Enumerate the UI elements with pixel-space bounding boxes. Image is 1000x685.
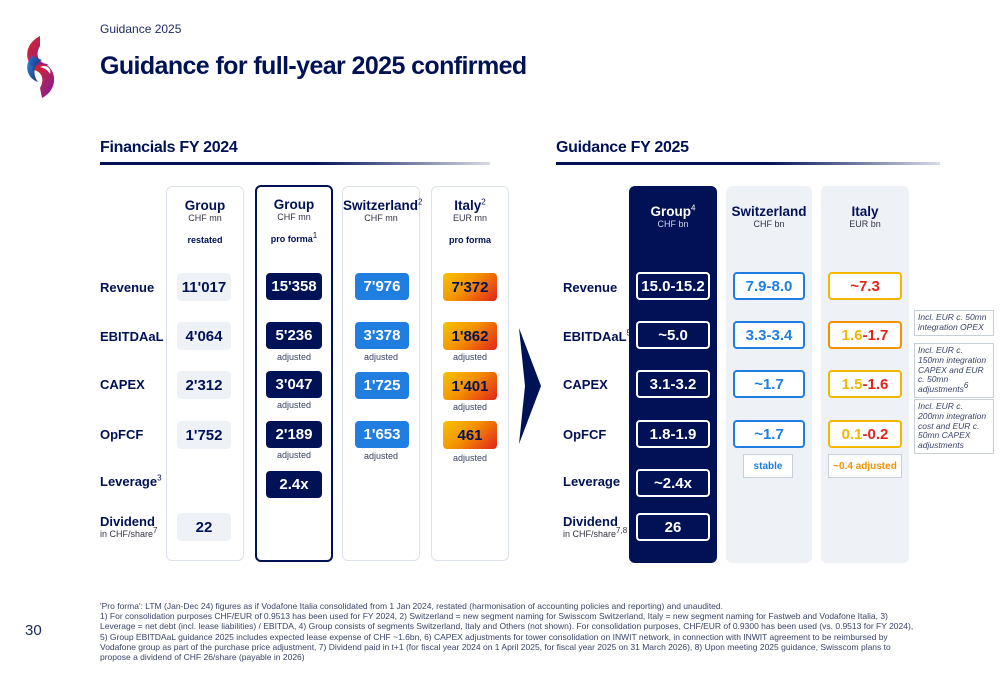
column-italy-2024: Italy2 EUR mn pro forma 7'372 1'862 adju… — [431, 186, 509, 561]
note-adjusted: adjusted — [452, 402, 488, 412]
column-switzerland-guidance: Switzerland CHF bn 7.9-8.0 3.3-3.4 ~1.7 … — [726, 186, 812, 563]
column-italy-guidance: Italy EUR bn ~7.3 1.6-1.7 1.5-1.6 0.1-0.… — [821, 186, 909, 563]
footnote-proforma: 'Pro forma': LTM (Jan-Dec 24) figures as… — [100, 601, 723, 611]
column-switzerland-2024: Switzerland2 CHF mn 7'976 3'378 adjusted… — [342, 186, 423, 561]
value-revenue: 7'976 — [355, 273, 409, 300]
value-opfcf: 461 — [443, 421, 497, 449]
value-revenue: 15.0-15.2 — [636, 272, 710, 300]
column-group-proforma: Group CHF mn pro forma1 15'358 5'236 adj… — [255, 185, 333, 562]
value-opfcf: 0.1-0.2 — [828, 420, 902, 448]
section-title-financials: Financials FY 2024 — [100, 139, 238, 156]
value-capex: ~1.7 — [733, 370, 805, 398]
value-capex: 1'401 — [443, 372, 497, 400]
callout-opfcf: Incl. EUR c. 200mn integration cost and … — [914, 399, 994, 454]
column-name: Italy2 — [454, 197, 486, 213]
column-unit: CHF mn — [277, 212, 311, 222]
value-ebitdaal: 1.6-1.7 — [828, 321, 902, 349]
column-unit: CHF bn — [753, 219, 785, 229]
value-dividend: 26 — [636, 513, 710, 541]
value-opfcf: 2'189 — [266, 421, 322, 448]
value-leverage: ~2.4x — [636, 469, 710, 497]
swisscom-logo-icon — [20, 34, 60, 100]
row-label-opfcf: OpFCF — [100, 427, 144, 442]
value-opfcf: ~1.7 — [733, 420, 805, 448]
value-ebitdaal: 5'236 — [266, 322, 322, 349]
note-adjusted: adjusted — [363, 352, 399, 362]
column-unit: EUR mn — [452, 213, 487, 223]
column-group-guidance: Group4 CHF bn 15.0-15.2 ~5.0 3.1-3.2 1.8… — [629, 186, 717, 563]
value-capex: 2'312 — [177, 371, 231, 399]
footnote-numbered: 1) For consolidation purposes CHF/EUR of… — [100, 611, 914, 662]
column-group-restated: Group CHF mn restated 11'017 4'064 2'312… — [166, 186, 244, 561]
row-label-revenue: Revenue — [100, 280, 155, 295]
column-tag: restated — [187, 235, 223, 245]
note-adjusted: adjusted — [276, 400, 312, 410]
section-underline — [556, 162, 940, 165]
value-opfcf: 1.8-1.9 — [636, 420, 710, 448]
column-unit: CHF mn — [364, 213, 398, 223]
arrow-right-icon — [519, 328, 541, 444]
callout-capex: Incl. EUR c. 150mn integration CAPEX and… — [914, 343, 994, 398]
value-capex: 3.1-3.2 — [636, 370, 710, 398]
value-dividend: 22 — [177, 513, 231, 541]
row-label-leverage: Leverage3 — [100, 473, 162, 489]
tag-adjusted: ~0.4 adjusted — [828, 454, 902, 478]
row-label-opfcf: OpFCF — [563, 427, 607, 442]
value-ebitdaal: 3.3-3.4 — [733, 321, 805, 349]
section-underline — [100, 162, 490, 165]
section-title-guidance: Guidance FY 2025 — [556, 139, 689, 156]
note-adjusted: adjusted — [452, 352, 488, 362]
note-adjusted: adjusted — [276, 352, 312, 362]
value-revenue: 15'358 — [266, 273, 322, 300]
page-number: 30 — [25, 622, 42, 639]
column-name: Group — [184, 198, 226, 213]
value-ebitdaal: 1'862 — [443, 322, 497, 350]
row-label-leverage: Leverage — [563, 474, 621, 489]
column-tag: pro forma1 — [270, 231, 318, 245]
value-ebitdaal: ~5.0 — [636, 321, 710, 349]
value-ebitdaal: 3'378 — [355, 322, 409, 349]
value-capex: 3'047 — [266, 371, 322, 398]
row-label-ebitdaal: EBITDAaL — [100, 329, 164, 344]
column-unit: CHF bn — [657, 219, 689, 229]
value-revenue: 11'017 — [177, 273, 231, 301]
note-adjusted: adjusted — [276, 450, 312, 460]
note-adjusted: adjusted — [363, 451, 399, 461]
footnotes: 'Pro forma': LTM (Jan-Dec 24) figures as… — [100, 601, 920, 662]
column-name: Switzerland — [731, 204, 807, 219]
column-unit: EUR bn — [849, 219, 881, 229]
note-adjusted: adjusted — [452, 453, 488, 463]
row-label-ebitdaal: EBITDAaL5 — [563, 329, 631, 344]
value-ebitdaal: 4'064 — [177, 322, 231, 350]
value-opfcf: 1'752 — [177, 421, 231, 449]
row-label-dividend: Dividend in CHF/share7,8 — [563, 514, 628, 539]
column-name: Group4 — [650, 203, 696, 219]
value-revenue: ~7.3 — [828, 272, 902, 300]
value-capex: 1'725 — [355, 372, 409, 399]
column-name: Group — [273, 197, 315, 212]
column-tag: pro forma — [448, 235, 491, 245]
value-opfcf: 1'653 — [355, 421, 409, 448]
row-label-capex: CAPEX — [100, 377, 145, 392]
tag-stable: stable — [743, 454, 793, 478]
value-revenue: 7'372 — [443, 273, 497, 301]
value-leverage: 2.4x — [266, 471, 322, 498]
column-name: Italy — [851, 204, 879, 219]
row-label-revenue: Revenue — [563, 280, 618, 295]
value-revenue: 7.9-8.0 — [733, 272, 805, 300]
column-name: Switzerland2 — [343, 197, 423, 213]
page-title: Guidance for full-year 2025 confirmed — [100, 52, 527, 80]
row-label-capex: CAPEX — [563, 377, 608, 392]
callout-ebitda: Incl. EUR c. 50mn integration OPEX — [914, 310, 994, 336]
value-capex: 1.5-1.6 — [828, 370, 902, 398]
row-label-dividend: Dividend in CHF/share7 — [100, 514, 158, 539]
column-unit: CHF mn — [188, 213, 222, 223]
page-subtitle: Guidance 2025 — [100, 22, 182, 36]
